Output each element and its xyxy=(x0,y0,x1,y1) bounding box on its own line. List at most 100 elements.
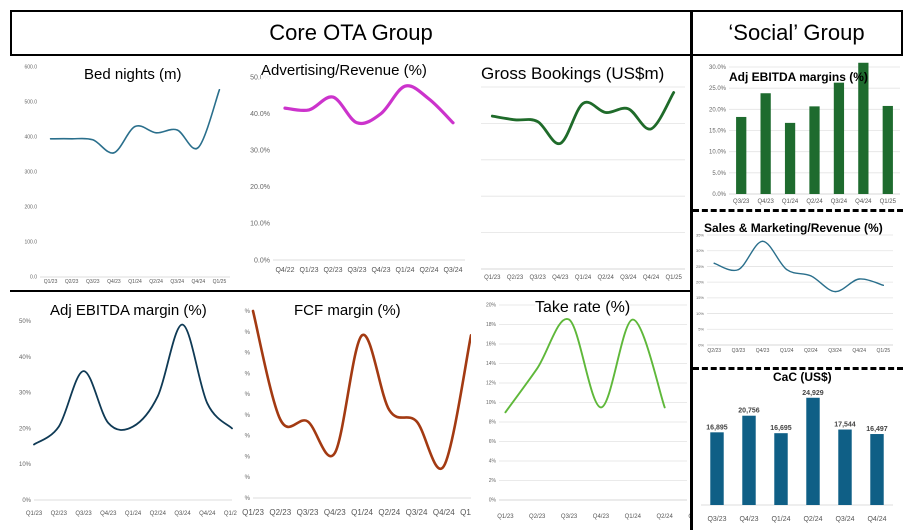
panel-divider-vertical xyxy=(690,10,693,530)
chart-svg: Q3/23 Q4/23 Q1/24 Q2/24 Q3/24 Q4/24 16,895 20,7… xyxy=(701,390,893,523)
y-tick-label: 20% xyxy=(19,426,32,432)
bar xyxy=(774,433,788,505)
x-tick-label: Q2/23 xyxy=(51,511,68,517)
x-tick-label: Q3/23 xyxy=(733,199,750,205)
data-point xyxy=(428,98,430,100)
chart-svg: 0% 2% 4% 6% 8% 10% 12% 14% 16% 18% 20% Q1/23 Q2/23 Q3… xyxy=(486,303,690,520)
bar xyxy=(742,415,756,505)
x-tick-label: Q1/23 xyxy=(484,275,501,281)
data-point xyxy=(834,290,836,293)
y-tick-label: 0% xyxy=(698,342,704,347)
y-tick-label: 500.0 xyxy=(24,100,37,106)
x-tick-label: Q1/24 xyxy=(782,199,799,205)
x-tick-label: Q1/23 xyxy=(44,279,58,285)
chart-svg: 0% 10% 20% 30% 40% 50% Q1/23 Q2/23 Q3/23 Q4/23 Q1/… xyxy=(19,319,237,517)
x-tick-label: Q3/24 xyxy=(835,516,854,523)
x-tick-label: Q1/24 xyxy=(575,275,592,281)
y-tick-label: 6% xyxy=(489,439,497,445)
data-point xyxy=(858,278,860,280)
chart-fcf-margin: %%%%%%%%%% Q1/23 Q2/23 Q3/23 Q4/23 Q1/24 Q2/24… xyxy=(239,293,471,530)
data-point xyxy=(537,120,539,123)
data-point xyxy=(284,107,286,109)
x-tick-label: Q4/22 xyxy=(275,267,294,274)
data-point xyxy=(761,240,764,242)
x-tick-label: Q3/24 xyxy=(174,511,191,517)
data-point xyxy=(252,310,254,312)
x-tick-label: Q2/24 xyxy=(657,514,674,520)
x-tick-label: Q3/24 xyxy=(620,275,637,281)
chart-title: FCF margin (%) xyxy=(294,302,401,320)
y-tick-label: 18% xyxy=(486,322,497,328)
y-tick-label: 30.0% xyxy=(709,65,727,71)
series-line xyxy=(283,84,455,126)
y-tick-label: 10% xyxy=(19,462,32,468)
data-label: 16,497 xyxy=(866,426,888,433)
chart-sales-marketing-revenue: 0% 5% 10% 15% 20% 25% 30% 35% Q2/23 Q3/23 Q4/23 Q1/… xyxy=(693,213,903,365)
data-point xyxy=(155,132,157,134)
x-tick-label: Q3/23 xyxy=(732,348,746,354)
y-tick-label: 0.0 xyxy=(30,275,37,281)
data-point xyxy=(650,128,652,130)
data-label: 16,895 xyxy=(706,424,728,431)
chart-svg: Q1/23 Q2/23 Q3/23 Q4/23 Q1/24 Q2/24 Q3/24 Q4/24… xyxy=(481,86,685,281)
x-tick-label: Q2/24 xyxy=(150,511,167,517)
y-tick-label: 30.0% xyxy=(250,148,270,155)
data-point xyxy=(308,109,310,111)
x-tick-label: Q1/24 xyxy=(128,279,142,285)
x-tick-label: Q4/23 xyxy=(757,199,774,205)
x-tick-label: Q3/23 xyxy=(297,508,319,517)
x-tick-label: Q1/24 xyxy=(125,511,142,517)
y-tick-label: 10.0% xyxy=(250,221,270,228)
x-tick-label: Q2/23 xyxy=(507,275,524,281)
y-tick-label: 16% xyxy=(486,342,497,348)
x-tick-label: Q1/25 xyxy=(880,199,897,205)
x-tick-label: Q2/24 xyxy=(149,279,163,285)
data-label: 16,695 xyxy=(770,425,792,432)
y-tick-label: 20.0% xyxy=(250,184,270,191)
x-tick-label: Q1/23 xyxy=(497,514,514,520)
bar xyxy=(870,434,884,505)
y-tick-label: % xyxy=(245,351,251,357)
data-point xyxy=(356,122,358,124)
data-point xyxy=(810,275,812,277)
x-tick-label: Q1/24 xyxy=(351,508,373,517)
data-point xyxy=(713,262,715,264)
data-point xyxy=(206,402,208,404)
y-tick-label: 25% xyxy=(696,264,704,269)
x-tick-label: Q3/24 xyxy=(406,508,428,517)
y-tick-label: 8% xyxy=(489,420,497,426)
x-tick-label: Q2/24 xyxy=(804,348,818,354)
x-tick-label: Q1/24 xyxy=(395,267,414,274)
chart-svg: 0.0 100.0 200.0 300.0 400.0 500.0 600.0 Q1/23 Q2… xyxy=(24,65,230,285)
chart-title: Adj EBITDA margin (%) xyxy=(50,302,207,320)
data-point xyxy=(491,115,493,117)
data-point xyxy=(582,102,584,104)
data-point xyxy=(113,152,115,154)
data-point xyxy=(559,142,561,145)
x-tick-label: Q1/24 xyxy=(780,348,794,354)
x-tick-label: Q4/24 xyxy=(643,275,660,281)
y-tick-label: 40% xyxy=(19,355,32,361)
data-point xyxy=(134,125,136,128)
data-point xyxy=(470,334,471,336)
y-tick-label: 0.0% xyxy=(712,192,726,198)
y-tick-label: % xyxy=(245,413,251,419)
chart-title: Sales & Marketing/Revenue (%) xyxy=(704,221,883,235)
x-tick-label: Q1/25 xyxy=(877,348,891,354)
x-tick-label: Q1/24 xyxy=(625,514,642,520)
series-line xyxy=(490,91,676,145)
y-tick-label: 10.0% xyxy=(709,150,727,156)
core-ota-header: Core OTA Group xyxy=(10,10,692,56)
y-tick-label: 15.0% xyxy=(709,129,727,135)
data-point xyxy=(176,129,178,131)
chart-title: Gross Bookings (US$m) xyxy=(481,64,665,84)
y-tick-label: 20% xyxy=(696,279,704,284)
x-tick-label: Q2/23 xyxy=(323,267,342,274)
x-tick-label: Q3/23 xyxy=(75,511,92,517)
data-point xyxy=(673,91,675,94)
series-line xyxy=(713,240,884,293)
data-point xyxy=(452,122,454,124)
x-tick-label: Q4/24 xyxy=(192,279,206,285)
x-tick-label: Q4/24 xyxy=(199,511,216,517)
y-tick-label: 30% xyxy=(696,248,704,253)
